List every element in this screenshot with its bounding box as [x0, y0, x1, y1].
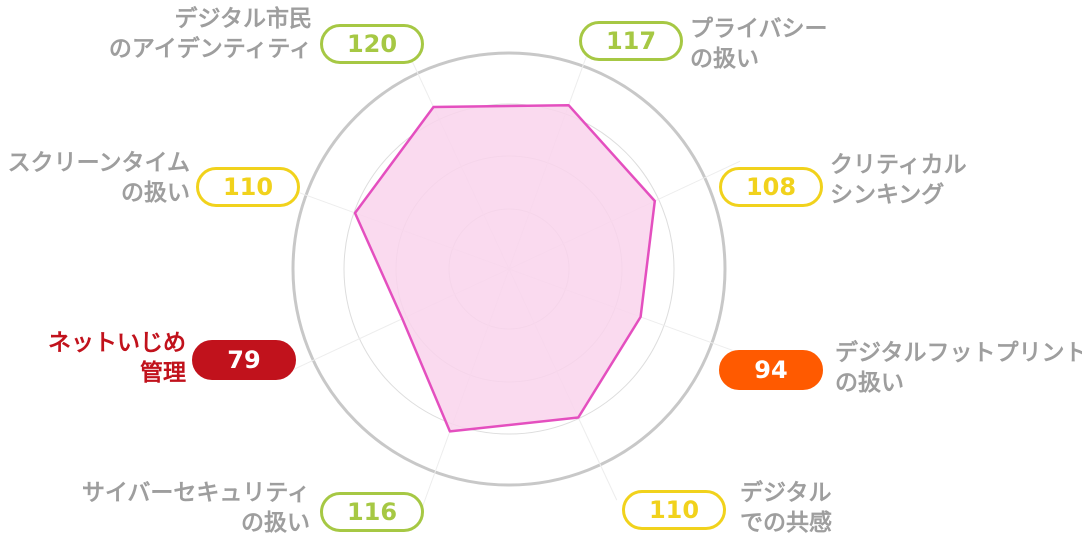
digital-empathy-score-badge: 110 — [622, 490, 726, 530]
cybersecurity-label-line2: の扱い — [241, 510, 310, 536]
digital-empathy-label-line2: での共感 — [740, 510, 832, 536]
data-series-polygon — [353, 103, 657, 433]
critical-thinking-label-line1: クリティカル — [830, 152, 967, 178]
grid-ring-3 — [343, 103, 675, 435]
cyberbullying-label-line2: 管理 — [140, 360, 186, 386]
cyberbullying-score-badge: 79 — [192, 340, 296, 380]
screen-time-score-badge: 110 — [196, 167, 300, 207]
screen-time-label: スクリーンタイムの扱い — [8, 148, 190, 208]
cyberbullying-label-line1: ネットいじめ — [48, 330, 186, 356]
outer-ring — [291, 51, 727, 487]
digital-empathy-label-line1: デジタル — [740, 480, 832, 506]
digital-identity-label-line2: のアイデンティティ — [108, 36, 312, 62]
privacy-score-badge: 117 — [579, 21, 683, 61]
digital-identity-label: デジタル市民のアイデンティティ — [109, 4, 312, 64]
critical-thinking-score-badge: 108 — [719, 167, 823, 207]
screen-time-label-line2: の扱い — [121, 180, 190, 206]
cybersecurity-score-badge: 116 — [320, 492, 424, 532]
privacy-label-line1: プライバシー — [690, 16, 828, 42]
digital-identity-label-line1: デジタル市民 — [174, 6, 312, 32]
digital-empathy-label: デジタル での共感 — [740, 478, 832, 538]
privacy-label-line2: の扱い — [690, 46, 759, 72]
digital-footprint-label-line1: デジタルフットプリント — [835, 340, 1082, 366]
screen-time-label-line1: スクリーンタイム — [7, 150, 190, 176]
digital-footprint-score-badge: 94 — [719, 350, 823, 390]
privacy-label: プライバシー の扱い — [690, 14, 828, 74]
digital-identity-score-badge: 120 — [320, 24, 424, 64]
digital-footprint-label-line2: の扱い — [835, 370, 904, 396]
cyberbullying-label: ネットいじめ管理 — [48, 328, 186, 388]
cybersecurity-label-line1: サイバーセキュリティ — [81, 480, 310, 506]
digital-footprint-label: デジタルフットプリント の扱い — [835, 338, 1082, 398]
critical-thinking-label: クリティカル シンキング — [830, 150, 967, 210]
cybersecurity-label: サイバーセキュリティの扱い — [82, 478, 310, 538]
critical-thinking-label-line2: シンキング — [830, 182, 945, 208]
